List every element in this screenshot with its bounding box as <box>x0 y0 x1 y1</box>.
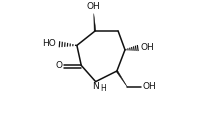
Text: N: N <box>92 82 99 91</box>
Text: OH: OH <box>142 82 156 91</box>
Text: O: O <box>55 61 62 70</box>
Polygon shape <box>116 71 128 87</box>
Text: OH: OH <box>141 43 154 52</box>
Text: OH: OH <box>86 2 100 11</box>
Text: HO: HO <box>42 39 56 48</box>
Polygon shape <box>94 13 96 31</box>
Text: H: H <box>100 84 106 93</box>
